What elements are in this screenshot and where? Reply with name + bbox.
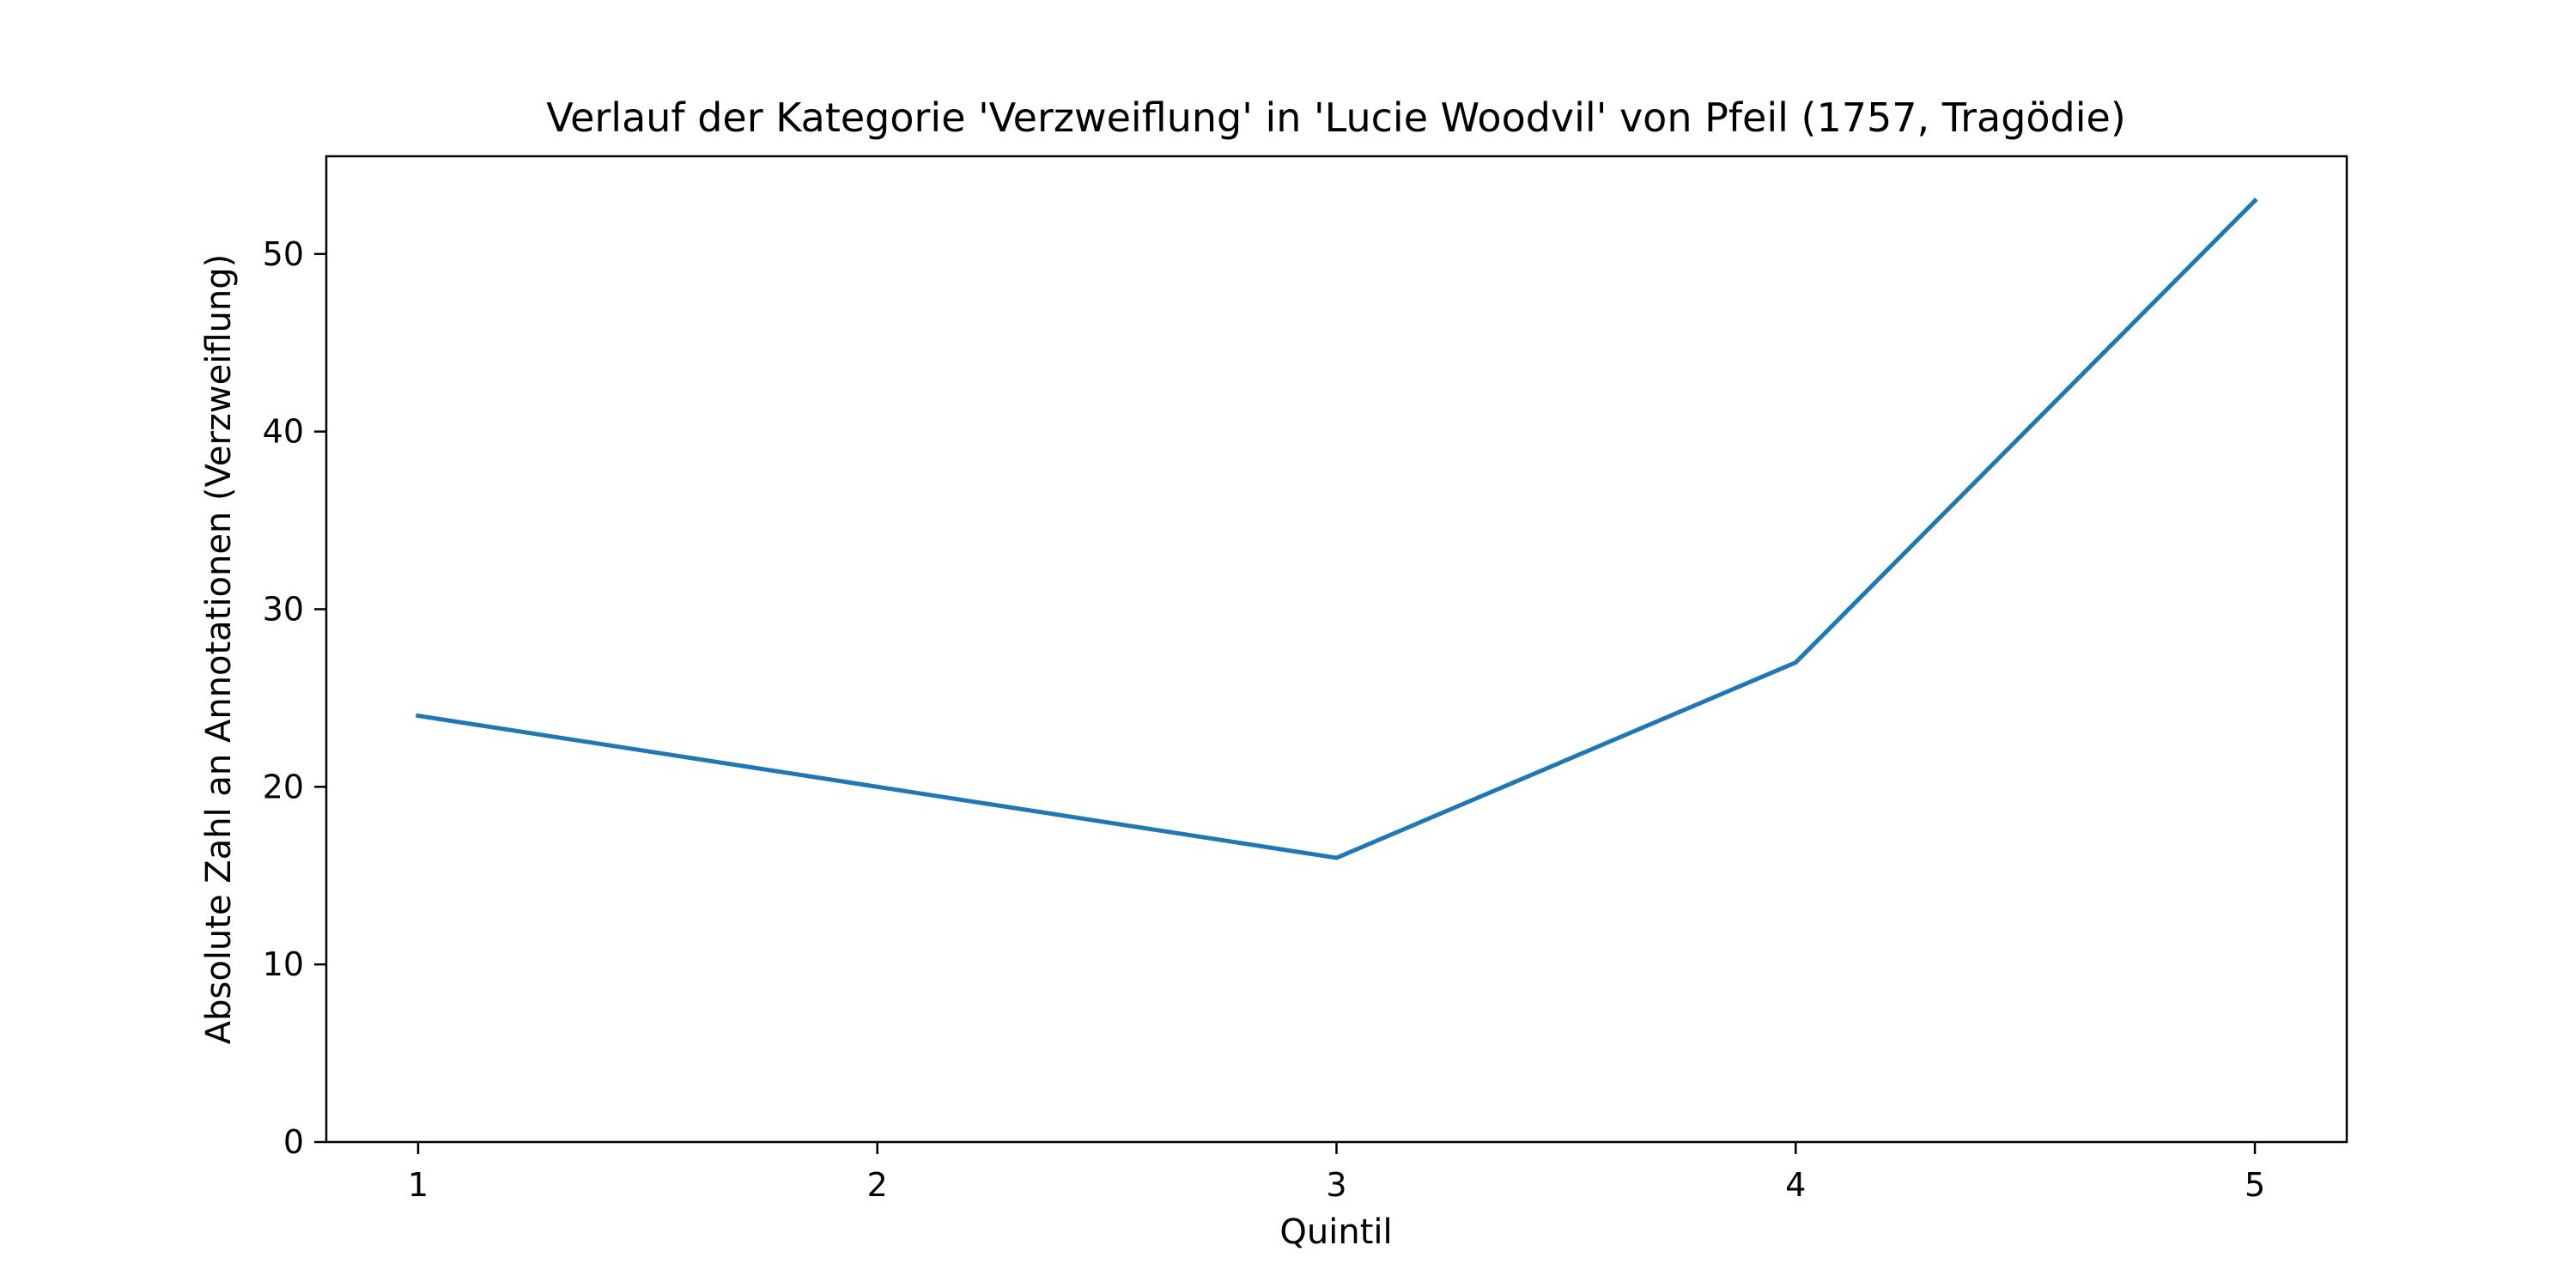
- x-tick-label: 2: [867, 1166, 888, 1204]
- y-tick-label: 30: [263, 590, 304, 628]
- data-point: [875, 784, 880, 789]
- x-tick-label: 4: [1785, 1166, 1806, 1204]
- y-tick-label: 0: [283, 1123, 304, 1161]
- y-tick-label: 20: [263, 768, 304, 805]
- y-axis-label: Absolute Zahl an Annotationen (Verzweifl…: [199, 254, 239, 1045]
- y-tick-label: 40: [263, 413, 304, 451]
- x-tick-label: 5: [2245, 1166, 2265, 1204]
- x-tick-label: 1: [408, 1166, 428, 1204]
- x-tick-label: 3: [1326, 1166, 1346, 1204]
- x-axis-label: Quintil: [1279, 1212, 1392, 1252]
- data-point: [2252, 198, 2257, 204]
- series-layer: [416, 197, 2258, 860]
- data-point: [1334, 855, 1339, 860]
- y-axis: 0 10 20 30 40 50: [263, 235, 326, 1161]
- y-tick-label: 50: [263, 235, 304, 273]
- chart-title: Verlauf der Kategorie 'Verzweiflung' in …: [546, 94, 2126, 141]
- plot-frame: [325, 155, 2348, 1144]
- y-tick-label: 10: [263, 945, 304, 983]
- data-point: [1793, 660, 1798, 665]
- x-axis: 1 2 3 4 5: [408, 1142, 2265, 1204]
- data-point: [416, 714, 421, 719]
